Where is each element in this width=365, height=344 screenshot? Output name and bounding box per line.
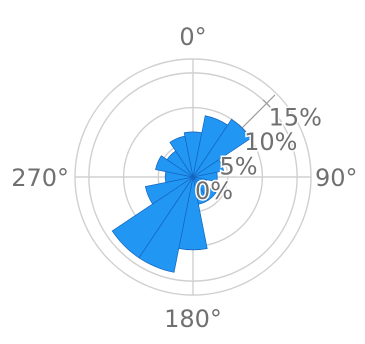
angular-tick-label-0: 0° (179, 23, 206, 51)
wind-rose-bar-13 (155, 155, 194, 178)
radial-tick-label-3: 15% (269, 103, 322, 131)
radial-tick-label-1: 5% (220, 152, 258, 180)
wind-rose-bar-10 (111, 176, 194, 259)
radial-tick-label-2: 10% (244, 128, 297, 156)
bars-layer (111, 115, 252, 273)
wind-rose-bar-4 (192, 171, 218, 183)
angular-tick-label-1: 90° (315, 164, 358, 192)
wind-rose-bar-3 (192, 159, 225, 178)
labels-layer: 0° 90° 180° 270° 0%5%10%15% (11, 23, 357, 333)
angular-tick-label-2: 180° (164, 305, 222, 333)
radial-tick-mark (262, 99, 271, 108)
wind-rose-bar-2 (192, 118, 252, 178)
angular-tick-label-3: 270° (11, 164, 69, 192)
wind-rose-bar-15 (169, 135, 194, 178)
radial-tick-label-0: 0% (195, 177, 233, 205)
wind-rose-bar-11 (144, 176, 194, 205)
